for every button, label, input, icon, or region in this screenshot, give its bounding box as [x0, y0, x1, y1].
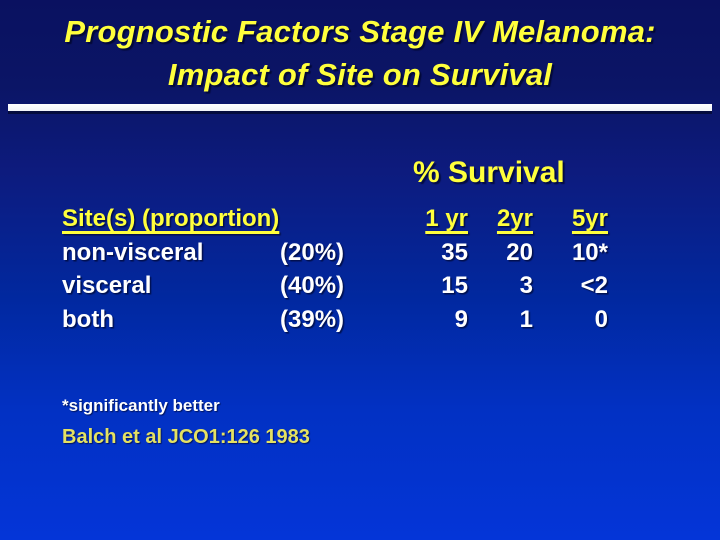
table-row-5yr-value: <2 — [580, 272, 608, 299]
survival-table: Site(s) (proportion) 1 yr 2yr 5yr non-vi… — [62, 205, 608, 339]
survival-section-heading: % Survival — [413, 156, 565, 189]
column-header-site-proportion: Site(s) (proportion) — [62, 205, 280, 232]
table-row-proportion: (40%) — [280, 272, 345, 299]
table-row-site: both — [62, 305, 114, 333]
table-row-2yr-value: 1 — [519, 305, 533, 333]
title-line-2: Impact of Site on Survival — [167, 57, 553, 92]
column-header-5yr: 5yr — [571, 205, 608, 232]
table-row-1yr-value: 15 — [441, 272, 468, 299]
table-row-1yr-value: 35 — [441, 238, 468, 266]
column-header-1yr: 1 yr — [425, 205, 468, 232]
table-row-5yr-value: 10* — [571, 238, 608, 266]
table-row-proportion: (20%) — [280, 238, 345, 266]
table-row-site: non-visceral — [62, 238, 204, 266]
table-row-1yr-value: 9 — [454, 305, 468, 333]
title-divider-line — [8, 104, 712, 111]
significance-footnote: *significantly better — [62, 396, 220, 415]
slide-title: Prognostic Factors Stage IV Melanoma: Im… — [0, 10, 720, 96]
source-citation: Balch et al JCO1:126 1983 — [62, 426, 310, 448]
title-line-1: Prognostic Factors Stage IV Melanoma: — [64, 14, 656, 49]
table-row-5yr-value: 0 — [594, 305, 608, 333]
table-row-2yr-value: 3 — [519, 272, 533, 299]
table-row-2yr-value: 20 — [506, 238, 533, 266]
table-row-proportion: (39%) — [280, 305, 345, 333]
table-row-site: visceral — [62, 272, 152, 299]
column-header-2yr: 2yr — [496, 205, 533, 232]
